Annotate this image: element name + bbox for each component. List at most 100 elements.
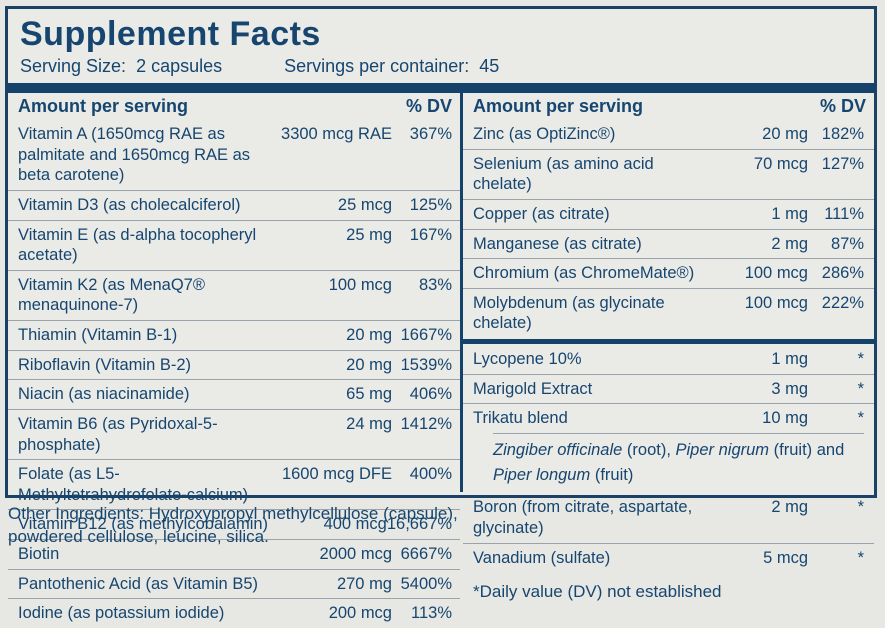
right-column: Amount per serving % DV Zinc (as OptiZin…: [460, 93, 874, 601]
ingredient-name: Vitamin D3 (as cholecalciferol): [18, 195, 241, 214]
ingredient-amount: 3300 mcg RAE: [281, 125, 392, 144]
ingredient-dv: 167%: [409, 225, 452, 244]
serving-info: Serving Size: 2 capsules Servings per co…: [8, 54, 874, 83]
ingredient-row: Marigold Extract 3 mg *: [463, 373, 874, 404]
ingredient-row: Niacin (as niacinamide) 65 mg 406%: [8, 379, 460, 409]
percent-dv-header: % DV: [405, 96, 452, 117]
ingredient-name: Vitamin E (as d-alpha tocopheryl acetate…: [18, 225, 257, 265]
ingredient-dv: *: [857, 379, 864, 398]
ingredient-dv: 16,667%: [386, 515, 452, 534]
ingredient-name: Boron (from citrate, aspartate, glycinat…: [473, 498, 693, 538]
servings-per-container-label: Servings per container:: [284, 56, 470, 77]
ingredient-name: Zinc (as OptiZinc®): [473, 125, 616, 144]
ingredient-row: Riboflavin (Vitamin B-2) 20 mg 1539%: [8, 349, 460, 380]
ingredient-amount: 25 mcg: [337, 195, 392, 214]
page-title: Supplement Facts: [20, 15, 321, 53]
ingredient-name: Folate (as L5-Methyltetrahydrofolate-cal…: [18, 465, 249, 504]
ingredient-row: Vitamin E (as d-alpha tocopheryl acetate…: [8, 219, 460, 270]
ingredient-amount: 1 mg: [771, 350, 808, 369]
ingredient-dv: 182%: [821, 125, 864, 144]
ingredient-dv: *: [857, 409, 864, 428]
ingredient-dv: 367%: [409, 125, 452, 144]
ingredient-row: Chromium (as ChromeMate®) 100 mcg 286%: [463, 258, 874, 288]
ingredient-dv: 111%: [824, 204, 864, 223]
ingredient-amount: 100 mcg: [744, 264, 808, 283]
ingredient-amount: 100 mcg: [328, 275, 392, 294]
amount-per-serving-header: Amount per serving: [18, 96, 189, 117]
ingredient-amount: 25 mg: [346, 225, 392, 244]
ingredient-row: Vitamin B6 (as Pyridoxal-5-phosphate) 24 …: [8, 408, 460, 459]
ingredient-row: Molybdenum (as glycinate chelate) 100 mcg…: [463, 287, 874, 338]
percent-dv-header: % DV: [819, 96, 866, 117]
blend-sub-ingredients: Zingiber officinale (root), Piper nigrum…: [493, 432, 864, 494]
ingredient-name: Manganese (as citrate): [473, 234, 642, 253]
ingredient-amount: 70 mcg: [753, 154, 808, 173]
servings-per-container-value: 45: [479, 56, 500, 77]
ingredient-amount: 20 mg: [346, 355, 392, 374]
right-ingredient-sections: Zinc (as OptiZinc®) 20 mg 182% Selenium (as…: [463, 120, 874, 572]
ingredient-dv: 83%: [418, 275, 452, 294]
ingredient-dv: 113%: [411, 604, 452, 623]
ingredient-row: Vitamin D3 (as cholecalciferol) 25 mcg 125…: [8, 189, 460, 220]
ingredient-name: Iodine (as potassium iodide): [18, 604, 225, 623]
ingredient-row: Trikatu blend 10 mg *: [463, 403, 874, 433]
divider-bar-section: [463, 339, 874, 345]
ingredient-dv: 1412%: [400, 414, 452, 433]
ingredient-amount: 65 mg: [346, 385, 392, 404]
ingredient-name: Marigold Extract: [473, 379, 593, 398]
ingredient-name: Vanadium (sulfate): [473, 548, 611, 567]
ingredient-name: Vitamin K2 (as MenaQ7® menaquinone-7): [18, 275, 206, 315]
ingredient-dv: 400%: [409, 465, 452, 484]
ingredient-row: Folate (as L5-Methyltetrahydrofolate-cal…: [8, 459, 460, 509]
ingredient-dv: *: [857, 350, 864, 369]
ingredient-row: Manganese (as citrate) 2 mg 87%: [463, 228, 874, 259]
ingredient-amount: 10 mg: [762, 409, 808, 428]
ingredient-row: Vitamin B12 (as methylcobalamin) 400 mcg 1…: [8, 509, 460, 539]
ingredient-row: Boron (from citrate, aspartate, glycinat…: [463, 493, 874, 542]
ingredient-amount: 1 mg: [771, 204, 808, 223]
ingredient-amount: 5 mcg: [763, 548, 808, 567]
ingredient-name: Thiamin (Vitamin B-1): [18, 326, 178, 345]
ingredient-row: Selenium (as amino acid chelate) 70 mcg 12…: [463, 148, 874, 199]
dv-footnote: *Daily value (DV) not established: [473, 582, 722, 602]
facts-columns: Amount per serving % DV Vitamin A (1650m…: [8, 93, 874, 622]
ingredient-name: Vitamin B6 (as Pyridoxal-5-phosphate): [18, 414, 218, 454]
ingredient-name: Chromium (as ChromeMate®): [473, 264, 695, 283]
ingredient-amount: 20 mg: [346, 326, 392, 345]
ingredient-name: Copper (as citrate): [473, 204, 610, 223]
ingredient-dv: 87%: [830, 234, 864, 253]
serving-size-label: Serving Size:: [20, 56, 127, 77]
ingredient-amount: 270 mg: [336, 574, 392, 593]
ingredient-row: Lycopene 10% 1 mg *: [463, 345, 874, 374]
ingredient-dv: *: [857, 548, 864, 567]
ingredient-name: Lycopene 10%: [473, 350, 582, 369]
ingredient-dv: 1667%: [400, 326, 452, 345]
ingredient-row: Thiamin (Vitamin B-1) 20 mg 1667%: [8, 320, 460, 350]
ingredient-name: Vitamin A (1650mcg RAE as palmitate and …: [18, 125, 251, 185]
serving-size-value: 2 capsules: [136, 56, 223, 77]
ingredient-name: Molybdenum (as glycinate chelate): [473, 293, 665, 333]
ingredient-row: Pantothenic Acid (as Vitamin B5) 270 mg 54…: [8, 568, 460, 599]
ingredient-row: Zinc (as OptiZinc®) 20 mg 182%: [463, 120, 874, 149]
ingredient-dv: 222%: [821, 293, 864, 312]
ingredient-dv: 406%: [409, 385, 452, 404]
ingredient-dv: 125%: [409, 195, 452, 214]
ingredient-row: Copper (as citrate) 1 mg 111%: [463, 198, 874, 229]
divider-bar-top: [8, 83, 874, 94]
ingredient-name: Vitamin B12 (as methylcobalamin): [18, 515, 269, 534]
ingredient-row: Iodine (as potassium iodide) 200 mcg 113%: [8, 598, 460, 628]
ingredient-name: Pantothenic Acid (as Vitamin B5): [18, 574, 258, 593]
ingredient-amount: 1600 mcg DFE: [281, 465, 392, 484]
ingredient-amount: 100 mcg: [744, 293, 808, 312]
ingredient-amount: 24 mg: [346, 414, 392, 433]
left-column: Amount per serving % DV Vitamin A (1650m…: [8, 93, 460, 622]
ingredient-amount: 200 mcg: [328, 604, 392, 623]
ingredient-section: Lycopene 10% 1 mg * Marigold Extract 3 mg * Tr…: [463, 345, 874, 572]
ingredient-dv: 1539%: [400, 355, 452, 374]
ingredient-amount: 2 mg: [771, 498, 808, 517]
right-column-header: Amount per serving % DV: [463, 93, 874, 120]
servings-per-container: Servings per container: 45: [284, 56, 499, 77]
ingredient-dv: *: [857, 498, 864, 517]
ingredient-dv: 127%: [821, 154, 864, 173]
ingredient-amount: 2 mg: [771, 234, 808, 253]
